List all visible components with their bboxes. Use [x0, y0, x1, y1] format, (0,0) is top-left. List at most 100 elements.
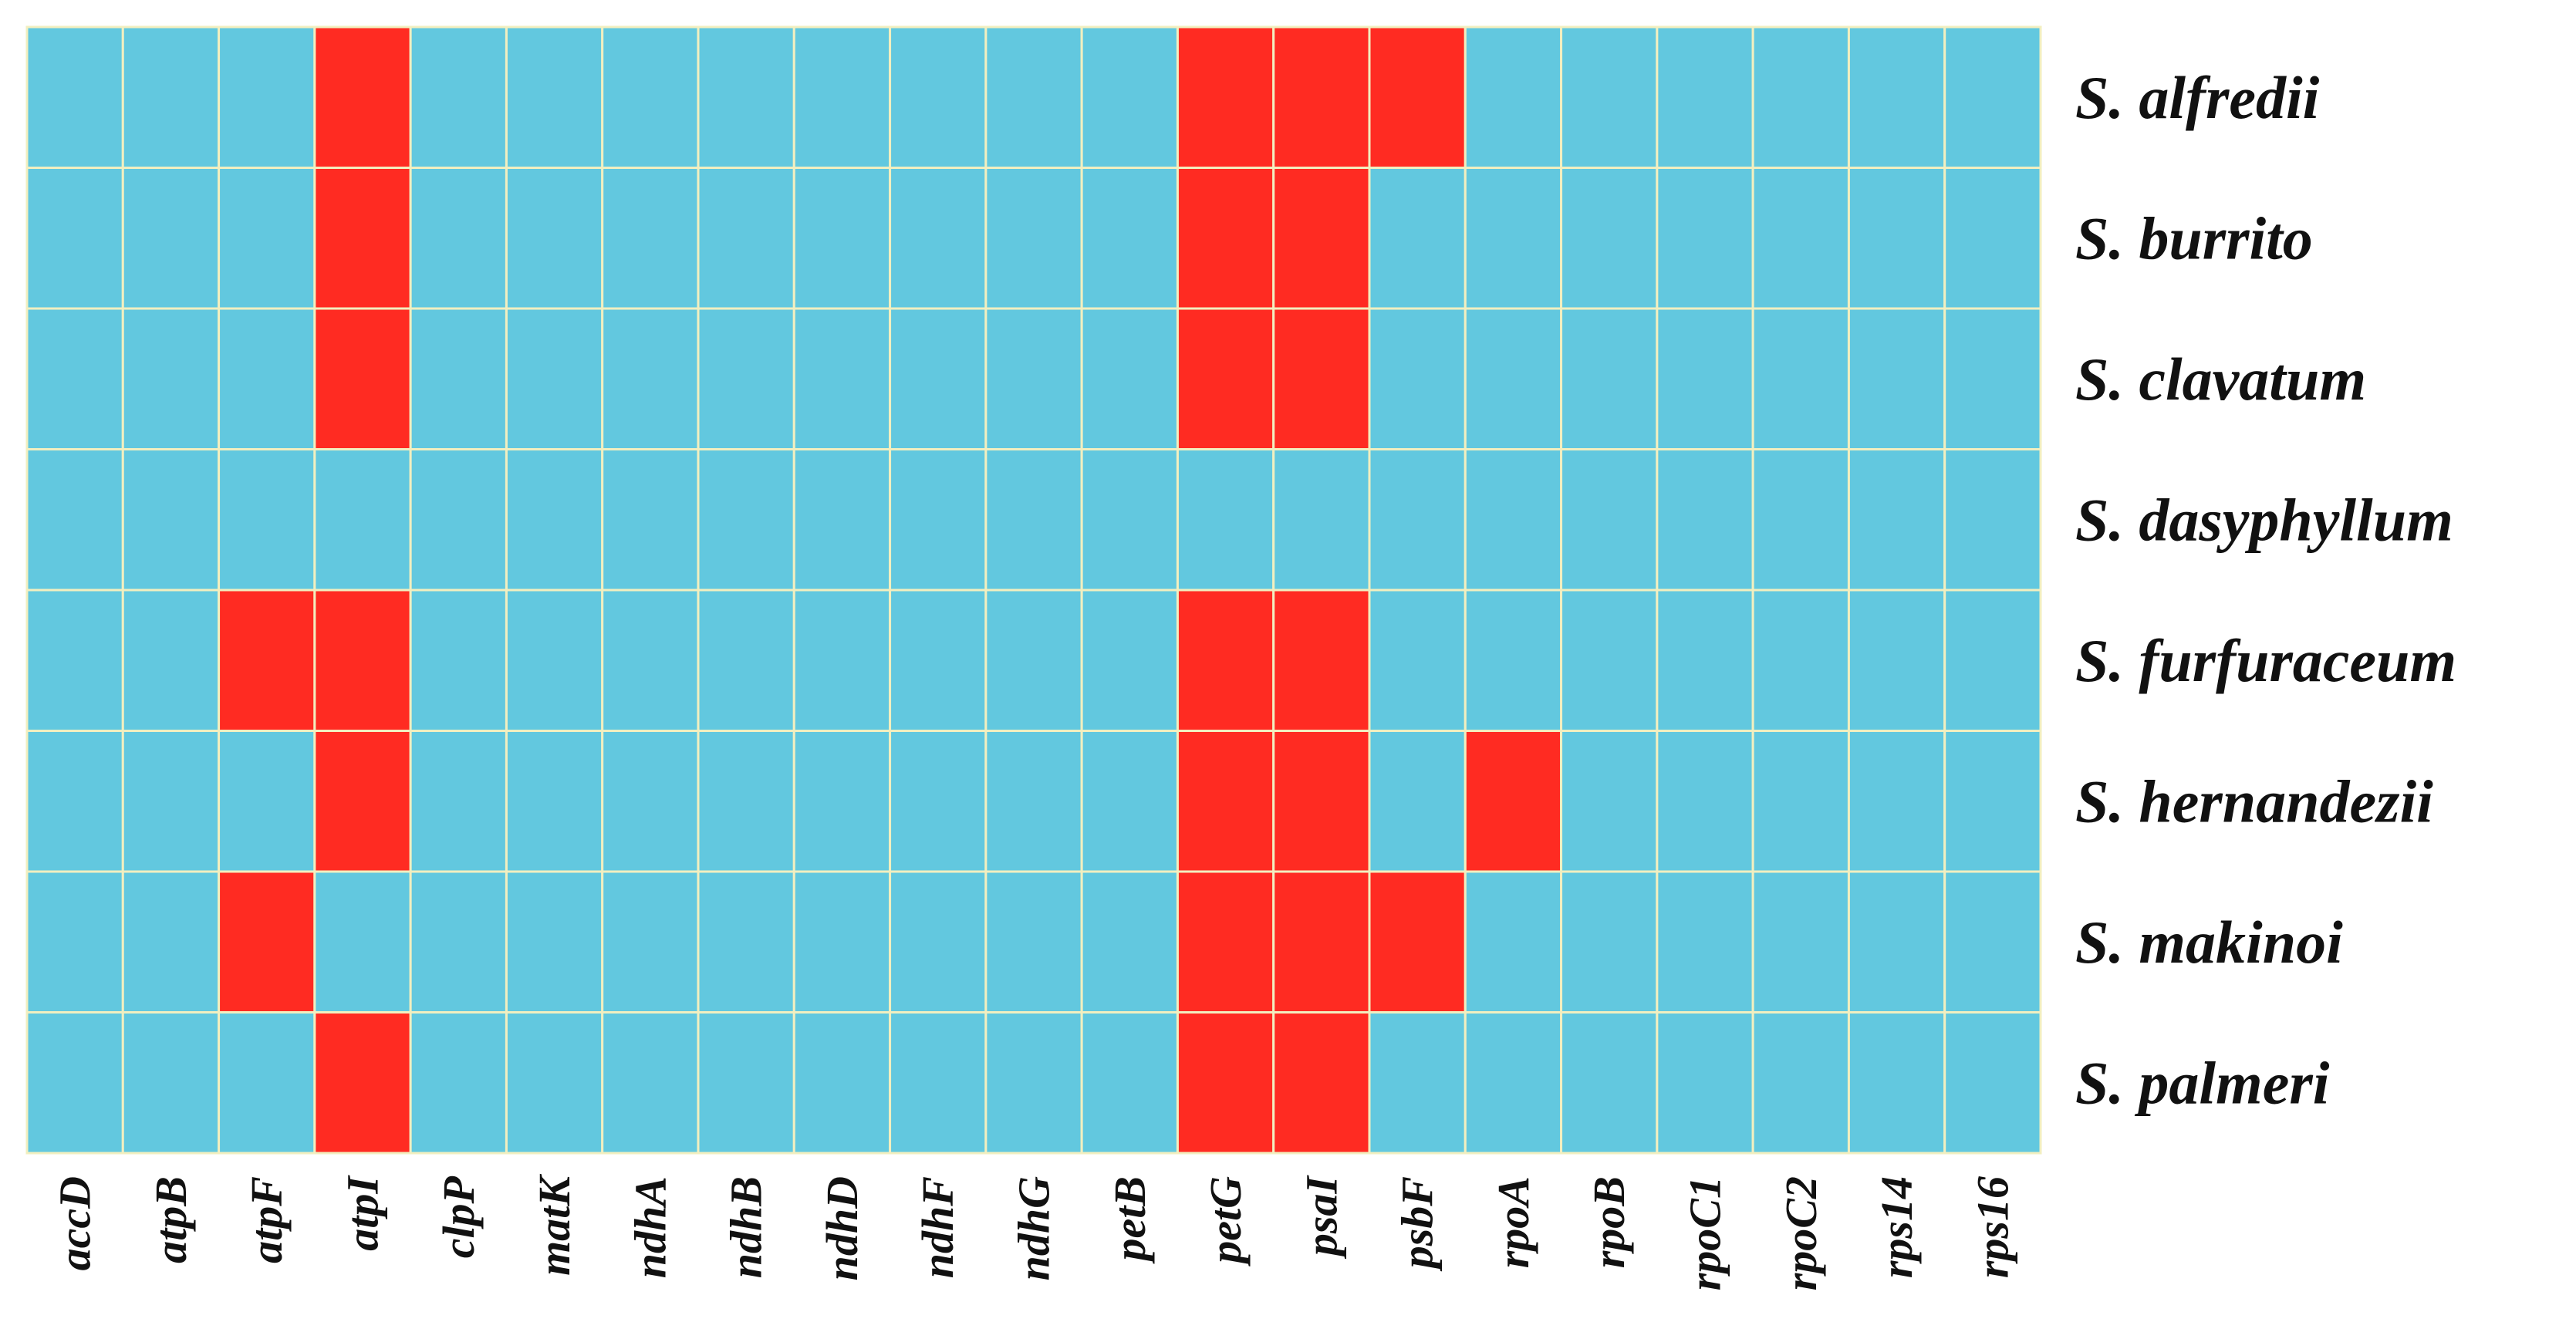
heatmap-cell-7-9	[792, 870, 892, 1014]
heatmap-cell-1-11	[984, 25, 1083, 169]
heatmap-cell-1-19	[1751, 25, 1850, 169]
heatmap-cell-3-16	[1464, 307, 1563, 450]
heatmap-cell-3-15	[1368, 307, 1467, 450]
heatmap-cell-3-11	[984, 307, 1083, 450]
heatmap-cell-6-5	[409, 730, 508, 873]
heatmap-cell-8-6	[505, 1011, 604, 1155]
heatmap-cell-2-3	[218, 167, 316, 310]
heatmap-cell-8-11	[984, 1011, 1083, 1155]
heatmap-cell-6-7	[601, 730, 700, 873]
column-label: psaI	[1296, 1175, 1346, 1260]
heatmap-cell-6-20	[1847, 730, 1946, 873]
heatmap-cell-4-20	[1847, 448, 1946, 592]
heatmap-cell-4-7	[601, 448, 700, 592]
column-label: petB	[1105, 1176, 1155, 1265]
row-label: S. furfuraceum	[2075, 627, 2456, 694]
heatmap-cell-1-10	[889, 25, 988, 169]
heatmap-cell-6-3	[218, 730, 316, 873]
heatmap-cell-1-20	[1847, 25, 1946, 169]
heatmap-cell-4-10	[889, 448, 988, 592]
heatmap-cell-2-16	[1464, 167, 1563, 310]
heatmap-cells	[25, 25, 2042, 1155]
heatmap-cell-3-2	[121, 307, 221, 450]
heatmap-cell-3-20	[1847, 307, 1946, 450]
heatmap-cell-4-15	[1368, 448, 1467, 592]
heatmap-cell-1-13	[1176, 25, 1275, 169]
column-label: rpoA	[1488, 1176, 1538, 1268]
heatmap-cell-5-9	[792, 589, 892, 732]
heatmap-cell-5-5	[409, 589, 508, 732]
heatmap-cell-3-18	[1656, 307, 1754, 450]
heatmap-cell-5-12	[1080, 589, 1179, 732]
heatmap-cell-8-9	[792, 1011, 892, 1155]
heatmap-cell-5-13	[1176, 589, 1275, 732]
heatmap-cell-4-5	[409, 448, 508, 592]
heatmap-cell-6-12	[1080, 730, 1179, 873]
heatmap-cell-6-2	[121, 730, 221, 873]
heatmap-cell-4-13	[1176, 448, 1275, 592]
heatmap-cell-6-10	[889, 730, 988, 873]
row-label: S. makinoi	[2075, 909, 2343, 976]
heatmap-cell-4-17	[1560, 448, 1659, 592]
heatmap-cell-3-9	[792, 307, 892, 450]
heatmap-cell-5-8	[697, 589, 795, 732]
heatmap-cell-6-19	[1751, 730, 1850, 873]
heatmap-cell-4-9	[792, 448, 892, 592]
heatmap-cell-3-1	[25, 307, 124, 450]
heatmap-cell-6-21	[1943, 730, 2042, 873]
heatmap-cell-7-2	[121, 870, 221, 1014]
row-labels: S. alfredii S. burrito S. clavatum S. dasyp…	[2075, 64, 2456, 1117]
heatmap-cell-1-6	[505, 25, 604, 169]
column-label: ndhF	[913, 1176, 963, 1278]
column-label: matK	[529, 1174, 579, 1276]
heatmap-cell-7-21	[1943, 870, 2042, 1014]
heatmap-cell-2-8	[697, 167, 795, 310]
heatmap-cell-7-12	[1080, 870, 1179, 1014]
column-label: accD	[50, 1176, 100, 1270]
heatmap-cell-2-13	[1176, 167, 1275, 310]
heatmap-cell-4-12	[1080, 448, 1179, 592]
heatmap-cell-3-4	[313, 307, 412, 450]
heatmap-cell-7-14	[1272, 870, 1371, 1014]
heatmap-cell-5-4	[313, 589, 412, 732]
heatmap-cell-6-1	[25, 730, 124, 873]
heatmap-cell-5-15	[1368, 589, 1467, 732]
heatmap-cell-8-17	[1560, 1011, 1659, 1155]
heatmap-cell-2-12	[1080, 167, 1179, 310]
column-label: rps16	[1967, 1176, 2017, 1278]
column-label: rpoC1	[1680, 1176, 1730, 1290]
heatmap-cell-7-7	[601, 870, 700, 1014]
column-label: atpF	[241, 1176, 292, 1263]
heatmap-cell-2-9	[792, 167, 892, 310]
heatmap-cell-8-21	[1943, 1011, 2042, 1155]
heatmap-cell-6-15	[1368, 730, 1467, 873]
column-label: rpoB	[1584, 1176, 1634, 1268]
heatmap-cell-7-1	[25, 870, 124, 1014]
column-label: ndhA	[625, 1176, 675, 1278]
heatmap-cell-8-8	[697, 1011, 795, 1155]
column-label: ndhG	[1009, 1176, 1059, 1281]
heatmap-cell-5-10	[889, 589, 988, 732]
column-labels: accD atpB atpF atpI clpP matK ndhA ndhB ndhD ndhF…	[50, 1174, 2018, 1291]
heatmap-cell-8-20	[1847, 1011, 1946, 1155]
heatmap-cell-2-18	[1656, 167, 1754, 310]
heatmap-cell-2-15	[1368, 167, 1467, 310]
heatmap-cell-4-19	[1751, 448, 1850, 592]
heatmap-cell-5-17	[1560, 589, 1659, 732]
heatmap-cell-1-3	[218, 25, 316, 169]
heatmap-cell-8-1	[25, 1011, 124, 1155]
heatmap-cell-1-17	[1560, 25, 1659, 169]
heatmap-cell-2-10	[889, 167, 988, 310]
heatmap-cell-6-14	[1272, 730, 1371, 873]
column-label: petG	[1200, 1176, 1251, 1267]
heatmap-cell-4-18	[1656, 448, 1754, 592]
heatmap-cell-6-16	[1464, 730, 1563, 873]
heatmap-cell-2-2	[121, 167, 221, 310]
heatmap-cell-8-13	[1176, 1011, 1275, 1155]
row-label: S. hernandezii	[2075, 767, 2433, 835]
heatmap-cell-5-3	[218, 589, 316, 732]
heatmap-cell-8-5	[409, 1011, 508, 1155]
row-label: S. alfredii	[2075, 64, 2320, 131]
heatmap-cell-5-7	[601, 589, 700, 732]
heatmap-cell-7-4	[313, 870, 412, 1014]
